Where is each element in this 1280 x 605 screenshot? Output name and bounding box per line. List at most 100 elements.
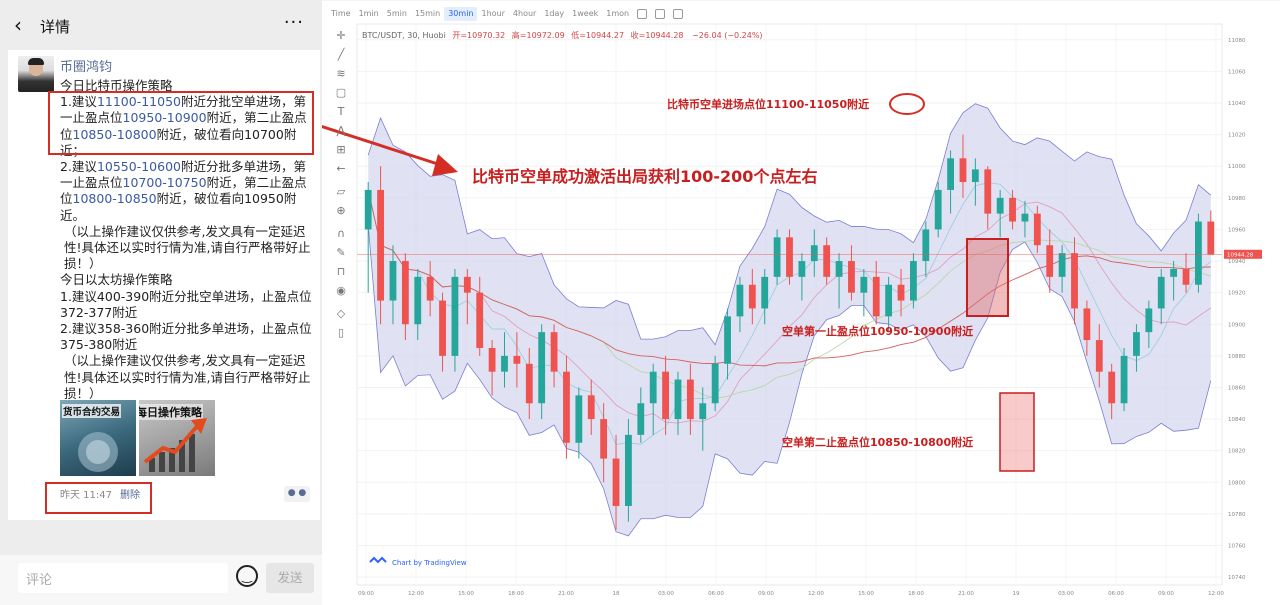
rectangle-icon[interactable]: ▢ [335, 86, 347, 99]
candle [1157, 268, 1165, 325]
comment-like-button[interactable]: ● ● [284, 486, 310, 502]
candle [1133, 324, 1140, 372]
candle [736, 276, 744, 333]
timeframe-1day[interactable]: 1day [544, 9, 565, 18]
candle [1170, 261, 1178, 301]
ruler-icon[interactable]: ▱ [336, 185, 346, 198]
post-paragraph: 2.建议358-360附近分批多单进场，止盈点位375-380附近 [60, 321, 312, 353]
moment-card: 币圈鸿钧 今日比特币操作策略 1.建议11100-11050附近分批空单进场，第… [8, 50, 320, 520]
candle [835, 253, 843, 309]
delete-link[interactable]: 删除 [120, 490, 140, 501]
comment-input[interactable]: 评论 [18, 563, 228, 593]
trash-icon[interactable]: ▯ [337, 326, 345, 339]
x-tick-label: 09:00 [758, 591, 774, 597]
timeframe-time[interactable]: Time [331, 9, 351, 18]
layers-icon[interactable]: ◇ [336, 307, 346, 320]
highlight-arrow [322, 125, 445, 168]
candle [451, 268, 459, 372]
y-tick-label: 11040 [1228, 101, 1246, 107]
fullscreen-icon[interactable] [673, 9, 684, 19]
candle [625, 419, 632, 522]
symbol-name[interactable]: BTC/USDT, 30, Huobi [362, 31, 446, 40]
annotation-tp2: 空单第二止盈点位10850-10800附近 [782, 435, 973, 449]
crosshair-icon[interactable]: ✛ [336, 29, 346, 42]
pencil-icon[interactable]: ✎ [336, 246, 346, 259]
candle [773, 229, 781, 285]
post-image-1[interactable]: 货币合约交易 [60, 400, 136, 476]
x-tick-label: 06:00 [708, 591, 724, 597]
more-menu-button[interactable]: ··· [283, 12, 304, 33]
timeframe-bar: Time 1min 5min 15min 30min 1hour 4hour 1day 1wee… [327, 6, 687, 22]
arrow-head [432, 154, 458, 176]
comment-bar: 评论 ‿ 发送 [0, 555, 322, 605]
candle [996, 189, 1004, 238]
post-paragraph: 1.建议400-390附近分批空单进场，止盈点位372-377附近 [60, 288, 312, 320]
price-chart[interactable]: 11080 11060 11040 11020 11000 10980 10960 10940… [322, 0, 1280, 605]
candle [724, 308, 731, 380]
candle [563, 355, 570, 459]
timeframe-30min[interactable]: 30min [444, 7, 478, 21]
back-icon[interactable]: ‹ [14, 13, 22, 37]
candle [1195, 213, 1202, 293]
y-tick-label: 10760 [1228, 543, 1246, 549]
x-tick-label: 12:00 [1208, 591, 1224, 597]
y-tick-label: 10800 [1228, 480, 1246, 486]
send-button[interactable]: 发送 [266, 563, 314, 593]
emoji-icon[interactable]: ‿ [236, 565, 258, 587]
lock-icon[interactable]: ⊓ [336, 265, 346, 278]
candle [600, 403, 608, 483]
magnet-icon[interactable]: ∩ [336, 227, 346, 240]
back-arrow-icon[interactable]: ← [336, 162, 346, 175]
annotation-tp1: 空单第一止盈点位10950-10900附近 [782, 324, 973, 338]
candle [1108, 363, 1116, 420]
timeframe-5min[interactable]: 5min [386, 9, 407, 18]
tp2-zone [999, 392, 1035, 472]
timeframe-4hour[interactable]: 4hour [512, 9, 537, 18]
post-time: 昨天 11:47 [60, 490, 112, 501]
zoom-icon[interactable]: ⊕ [336, 204, 346, 217]
candle [1058, 245, 1066, 293]
y-tick-label: 11060 [1228, 69, 1246, 75]
annotation-main: 比特币空单成功激活出局获利100-200个点左右 [472, 167, 817, 186]
y-tick-label: 11020 [1228, 133, 1246, 139]
x-tick-label: 21:00 [558, 591, 574, 597]
candle [959, 134, 967, 198]
timeframe-1week[interactable]: 1week [572, 9, 599, 18]
tradingview-panel: 11080 11060 11040 11020 11000 10980 10960 10940… [322, 0, 1280, 605]
post-line: 今日比特币操作策略 [60, 78, 173, 93]
x-tick-label: 03:00 [1058, 591, 1074, 597]
settings-icon[interactable] [655, 9, 666, 19]
attribution[interactable]: Chart by TradingView [392, 559, 467, 567]
x-tick-label: 09:00 [1158, 591, 1174, 597]
drawing-toolbar: ✛ ╱ ≋ ▢ T ⋀ ⊞ ← ▱ ⊕ ∩ ✎ ⊓ ◉ ◇ ▯ [330, 26, 352, 342]
author-name[interactable]: 币圈鸿钧 [60, 60, 113, 75]
candle [1145, 300, 1153, 348]
y-tick-label: 10780 [1228, 512, 1246, 518]
timeframe-1mon[interactable]: 1mon [606, 9, 630, 18]
measure-icon[interactable]: ⊞ [336, 143, 346, 156]
trendline-icon[interactable]: ╱ [337, 48, 345, 61]
candle [550, 324, 558, 388]
x-tick-label: 19 [1013, 591, 1020, 597]
annotation-entry: 比特币空单进场点位11100-11050附近 [667, 97, 869, 111]
timeframe-15min[interactable]: 15min [414, 9, 441, 18]
eye-icon[interactable]: ◉ [336, 284, 346, 297]
post-note: （以上操作建议仅供参考,发文具有一定延迟性!具体还以实时行情为准,请自行严格带好… [64, 353, 311, 401]
x-tick-label: 15:00 [858, 591, 874, 597]
candle [637, 387, 645, 443]
fib-icon[interactable]: ≋ [336, 67, 346, 80]
avatar[interactable] [18, 56, 54, 92]
candle [897, 268, 905, 317]
chart-type-icon[interactable] [637, 9, 648, 19]
pattern-icon[interactable]: ⋀ [336, 124, 346, 137]
text-icon[interactable]: T [337, 105, 345, 118]
timeframe-1hour[interactable]: 1hour [481, 9, 505, 18]
post-meta: 昨天 11:47 删除 [60, 486, 140, 501]
candle [860, 268, 868, 317]
bollinger-upper [367, 103, 1212, 346]
highlight-box [48, 91, 314, 155]
candle [414, 268, 422, 341]
timeframe-1min[interactable]: 1min [358, 9, 379, 18]
post-image-2[interactable]: 每日操作策略 [139, 400, 215, 476]
candle [1095, 324, 1103, 388]
